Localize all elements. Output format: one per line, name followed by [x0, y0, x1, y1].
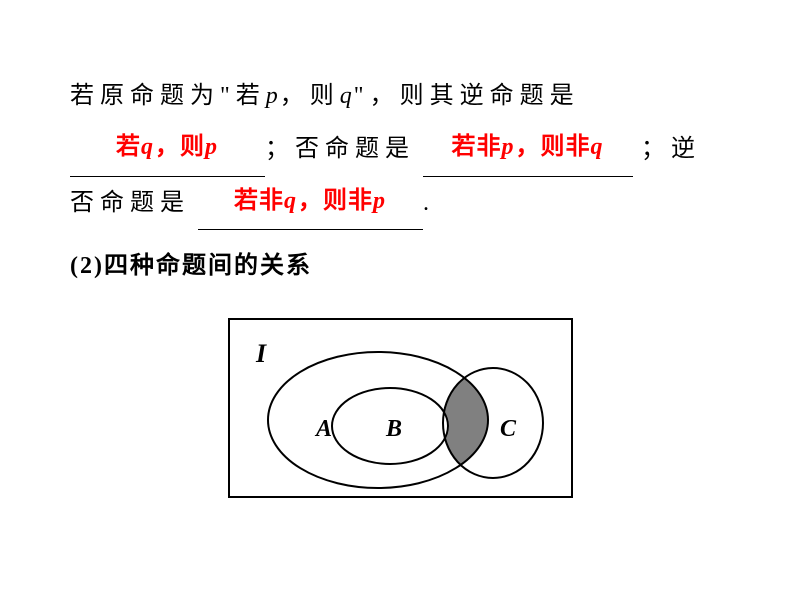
blank-text: ，则非 [516, 134, 591, 160]
diagram-container: I A B C [70, 318, 730, 498]
subtitle-text: 四种命题间的关系 [104, 253, 312, 279]
text-segment: 若原命题为"若 [70, 83, 266, 109]
var-q: q [340, 83, 354, 109]
text-end: . [423, 190, 435, 216]
blank-text: 若非 [234, 188, 284, 214]
main-text: 若原命题为"若p，则q"，则其逆命题是 若q，则p；否命题是 若非p，则非q ；… [70, 70, 730, 293]
label-a: A [314, 416, 332, 442]
var-p: p [373, 188, 387, 214]
var-p: p [266, 83, 280, 109]
line-3: 否命题是 若非q，则非p. [70, 177, 730, 231]
var-q: q [141, 134, 155, 160]
label-b: B [385, 416, 402, 442]
blank-text: ，则 [155, 134, 205, 160]
text-segment: "，则其逆命题是 [354, 83, 580, 109]
blank-2: 若非p，则非q [423, 123, 633, 177]
subtitle-prefix: (2) [70, 253, 104, 279]
var-p: p [205, 134, 219, 160]
label-c: C [500, 416, 517, 442]
line-1: 若原命题为"若p，则q"，则其逆命题是 [70, 70, 730, 123]
blank-text: 若非 [452, 134, 502, 160]
diagram-box [229, 319, 572, 497]
text-segment: ；逆 [641, 136, 701, 162]
blank-3: 若非q，则非p [198, 177, 423, 231]
blank-text: 若 [116, 134, 141, 160]
blank-text: ，则非 [298, 188, 373, 214]
var-p: p [502, 134, 516, 160]
subtitle: (2)四种命题间的关系 [70, 240, 730, 293]
text-segment: 否命题是 [70, 190, 190, 216]
label-i: I [255, 339, 267, 368]
var-q: q [591, 134, 605, 160]
text-segment: ，则 [280, 83, 340, 109]
var-q: q [284, 188, 298, 214]
text-segment: ；否命题是 [265, 136, 415, 162]
blank-1: 若q，则p [70, 123, 265, 177]
venn-diagram: I A B C [228, 318, 573, 498]
line-2: 若q，则p；否命题是 若非p，则非q ；逆 [70, 123, 730, 177]
